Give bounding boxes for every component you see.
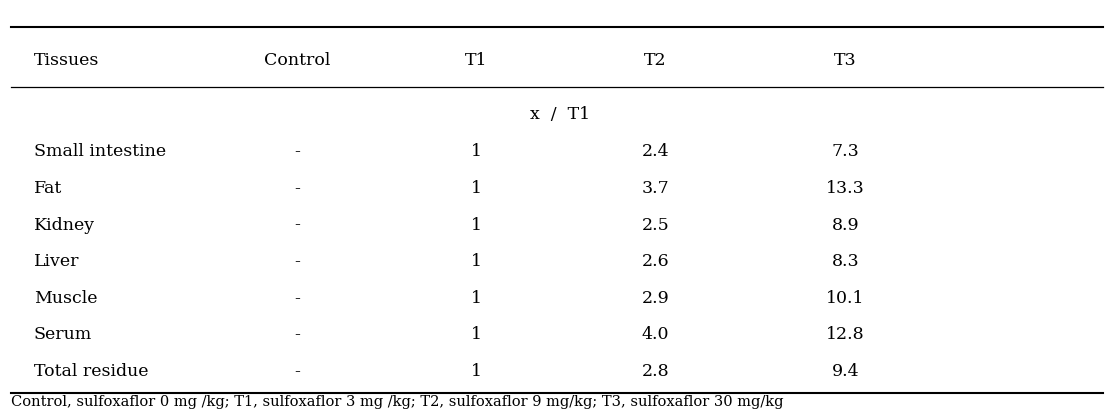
Text: 2.9: 2.9 — [642, 290, 669, 307]
Text: 1: 1 — [470, 144, 482, 160]
Text: 2.8: 2.8 — [642, 363, 669, 380]
Text: 8.3: 8.3 — [832, 253, 859, 270]
Text: 12.8: 12.8 — [827, 327, 865, 343]
Text: 1: 1 — [470, 253, 482, 270]
Text: -: - — [293, 290, 300, 307]
Text: 8.9: 8.9 — [832, 217, 859, 233]
Text: 1: 1 — [470, 290, 482, 307]
Text: 10.1: 10.1 — [827, 290, 865, 307]
Text: Tissues: Tissues — [34, 52, 99, 69]
Text: -: - — [293, 180, 300, 197]
Text: 2.6: 2.6 — [642, 253, 669, 270]
Text: 2.4: 2.4 — [642, 144, 669, 160]
Text: x  /  T1: x / T1 — [530, 106, 590, 123]
Text: -: - — [293, 217, 300, 233]
Text: Muscle: Muscle — [34, 290, 97, 307]
Text: Control: Control — [263, 52, 330, 69]
Text: -: - — [293, 327, 300, 343]
Text: 3.7: 3.7 — [642, 180, 669, 197]
Text: 1: 1 — [470, 217, 482, 233]
Text: Serum: Serum — [34, 327, 92, 343]
Text: 9.4: 9.4 — [832, 363, 859, 380]
Text: 4.0: 4.0 — [642, 327, 669, 343]
Text: 7.3: 7.3 — [832, 144, 859, 160]
Text: 1: 1 — [470, 180, 482, 197]
Text: 13.3: 13.3 — [827, 180, 865, 197]
Text: 2.5: 2.5 — [642, 217, 669, 233]
Text: 1: 1 — [470, 327, 482, 343]
Text: Liver: Liver — [34, 253, 80, 270]
Text: -: - — [293, 253, 300, 270]
Text: -: - — [293, 144, 300, 160]
Text: T1: T1 — [465, 52, 487, 69]
Text: T2: T2 — [644, 52, 666, 69]
Text: Kidney: Kidney — [34, 217, 95, 233]
Text: Small intestine: Small intestine — [34, 144, 166, 160]
Text: T3: T3 — [834, 52, 857, 69]
Text: 1: 1 — [470, 363, 482, 380]
Text: Total residue: Total residue — [34, 363, 148, 380]
Text: Control, sulfoxaflor 0 mg /kg; T1, sulfoxaflor 3 mg /kg; T2, sulfoxaflor 9 mg/kg: Control, sulfoxaflor 0 mg /kg; T1, sulfo… — [11, 394, 784, 409]
Text: Fat: Fat — [34, 180, 62, 197]
Text: -: - — [293, 363, 300, 380]
